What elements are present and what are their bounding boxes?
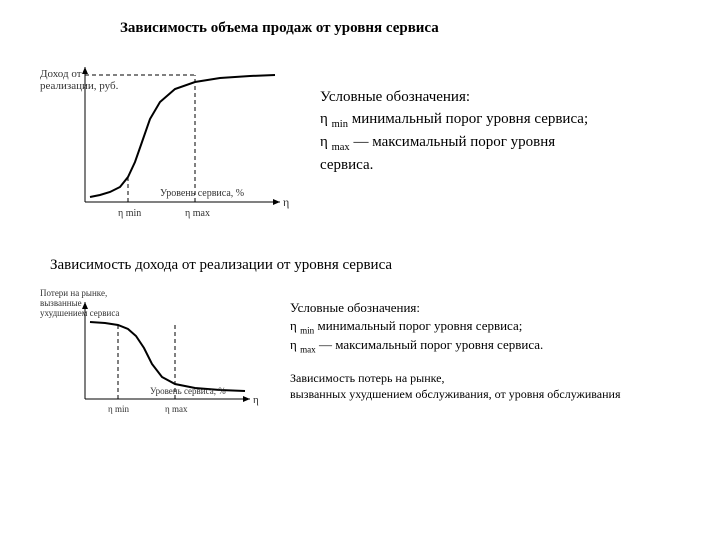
eta-symbol: η: [290, 337, 297, 352]
legend1: Условные обозначения: η min минимальный …: [320, 87, 600, 177]
legend2-line2: η max — максимальный порог уровня сервис…: [290, 336, 620, 356]
section2-row: Потери на рынке,вызванныеухудшением серв…: [40, 284, 680, 429]
svg-text:η: η: [283, 195, 289, 209]
svg-text:η min: η min: [118, 208, 141, 219]
legend1-line2: η max — максимальный порог уровня сервис…: [320, 132, 600, 177]
legend2-line2-text: — максимальный порог уровня сервиса.: [319, 337, 543, 352]
eta-symbol: η: [290, 318, 297, 333]
svg-text:η max: η max: [185, 208, 210, 219]
legend1-heading: Условные обозначения:: [320, 87, 600, 109]
svg-text:η max: η max: [165, 404, 188, 414]
chart1-svg: Доход отреализации, руб. Уровень сервиса,…: [40, 47, 300, 227]
caption-line1: Зависимость потерь на рынке,: [290, 371, 445, 385]
legend2: Условные обозначения: η min минимальный …: [290, 299, 620, 356]
section2-right: Условные обозначения: η min минимальный …: [290, 284, 620, 402]
legend1-line2-text: — максимальный порог уровня сервиса.: [320, 134, 555, 173]
svg-text:вызванные: вызванные: [40, 298, 82, 308]
svg-text:Уровень сервиса, %: Уровень сервиса, %: [150, 386, 226, 396]
legend2-line1-text: минимальный порог уровня сервиса;: [317, 318, 522, 333]
caption-line2: вызванных ухудшением обслуживания, от ур…: [290, 387, 620, 401]
section2-title: Зависимость дохода от реализации от уров…: [50, 257, 680, 274]
svg-text:ухудшением сервиса: ухудшением сервиса: [40, 308, 119, 318]
chart2-svg: Потери на рынке,вызванныеухудшением серв…: [40, 284, 270, 424]
eta-min-sub: min: [332, 119, 348, 130]
svg-text:η min: η min: [108, 404, 129, 414]
section1-title: Зависимость объема продаж от уровня серв…: [120, 20, 680, 37]
chart1: Доход отреализации, руб. Уровень сервиса,…: [40, 47, 300, 232]
eta-max-sub: max: [332, 142, 350, 153]
eta-symbol: η: [320, 134, 328, 150]
eta-min-sub: min: [300, 325, 314, 335]
eta-symbol: η: [320, 111, 328, 127]
chart2: Потери на рынке,вызванныеухудшением серв…: [40, 284, 270, 429]
svg-text:реализации, руб.: реализации, руб.: [40, 80, 119, 92]
svg-text:Потери на рынке,: Потери на рынке,: [40, 288, 107, 298]
legend2-heading: Условные обозначения:: [290, 299, 620, 317]
svg-text:Уровень сервиса, %: Уровень сервиса, %: [160, 188, 244, 199]
svg-text:Доход от: Доход от: [40, 68, 82, 80]
legend2-line1: η min минимальный порог уровня сервиса;: [290, 317, 620, 337]
section1-row: Доход отреализации, руб. Уровень сервиса,…: [40, 47, 680, 232]
chart2-caption: Зависимость потерь на рынке, вызванных у…: [290, 371, 620, 402]
svg-text:η: η: [253, 394, 259, 406]
legend1-line1: η min минимальный порог уровня сервиса;: [320, 109, 600, 132]
legend1-line1-text: минимальный порог уровня сервиса;: [352, 111, 588, 127]
eta-max-sub: max: [300, 345, 316, 355]
